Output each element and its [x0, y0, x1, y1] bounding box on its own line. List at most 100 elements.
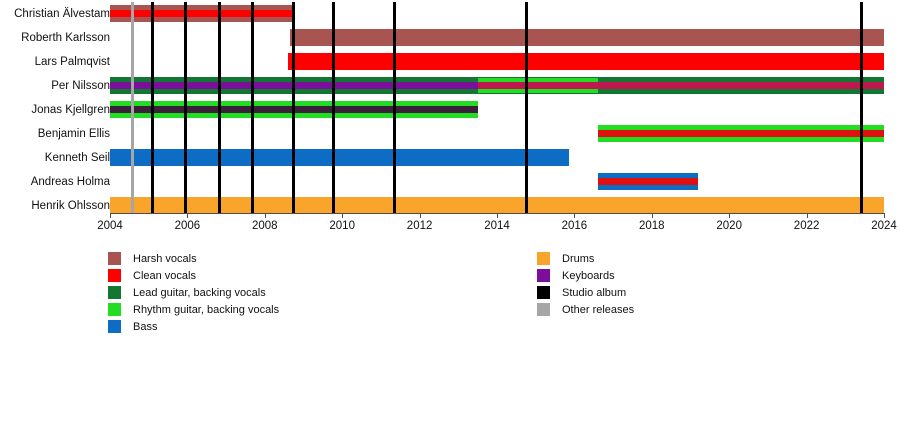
color-swatch-icon: [108, 320, 121, 333]
legend-item: Harsh vocals: [108, 250, 279, 267]
legend-label: Lead guitar, backing vocals: [133, 286, 266, 299]
tenure-segment-clean-vocals: [110, 10, 294, 17]
timeline-row: Kenneth Seil: [0, 146, 900, 170]
tenure-segment-harsh-vocals: [289, 29, 884, 46]
legend-item: Studio album: [537, 284, 634, 301]
member-name-label: Lars Palmqvist: [34, 56, 110, 68]
legend-label: Rhythm guitar, backing vocals: [133, 303, 280, 316]
timeline-plot-area: Christian Älvestam Roberth Karlsson Lars P…: [0, 2, 900, 232]
member-track: [110, 50, 884, 74]
legend-item: Rhythm guitar, backing vocals: [108, 301, 279, 318]
member-name-label: Per Nilsson: [51, 80, 110, 92]
legend-label: Bass: [133, 320, 158, 333]
member-track: [110, 146, 884, 170]
color-swatch-icon: [537, 303, 550, 316]
tenure-segment-clean-vocals: [288, 53, 884, 70]
tenure-segment-clean-vocals: [597, 178, 699, 185]
color-swatch-icon: [108, 252, 121, 265]
studio-album-marker: [291, 2, 295, 213]
studio-album-marker: [859, 2, 863, 213]
member-name-label: Jonas Kjellgren: [31, 104, 110, 116]
x-tick: [187, 213, 189, 218]
x-tick: [574, 213, 576, 218]
studio-album-marker: [150, 2, 154, 213]
x-tick: [884, 213, 885, 218]
legend-item: Clean vocals: [108, 267, 279, 284]
legend-column-right: Drums Keyboards Studio album Other releases: [537, 250, 634, 318]
legend-label: Drums: [562, 252, 595, 265]
x-tick-label: 2020: [716, 220, 742, 232]
x-tick: [806, 213, 808, 218]
timeline-row: Lars Palmqvist: [0, 50, 900, 74]
x-tick-label: 2012: [406, 220, 433, 232]
color-swatch-icon: [537, 269, 550, 282]
studio-album-marker: [525, 2, 529, 213]
color-swatch-icon: [108, 303, 121, 316]
member-track: [110, 170, 884, 194]
legend-item: Other releases: [537, 301, 634, 318]
x-tick-label: 2016: [561, 220, 588, 232]
x-tick: [419, 213, 421, 218]
other-release-marker: [130, 2, 134, 213]
timeline-row: Christian Älvestam: [0, 2, 900, 26]
x-tick: [729, 213, 731, 218]
x-tick-label: 2008: [252, 220, 278, 232]
studio-album-marker: [251, 2, 255, 213]
member-track: [110, 26, 884, 50]
legend-item: Keyboards: [537, 267, 634, 284]
timeline-row: Jonas Kjellgren: [0, 98, 900, 122]
color-swatch-icon: [108, 269, 121, 282]
tenure-segment-harsh-vocals: [477, 82, 598, 89]
timeline-row: Andreas Holma: [0, 170, 900, 194]
studio-album-marker: [218, 2, 222, 213]
x-tick: [264, 213, 266, 218]
member-track: [110, 194, 884, 218]
legend-label: Other releases: [562, 303, 635, 316]
legend-label: Harsh vocals: [133, 252, 197, 265]
member-track: [110, 2, 884, 26]
tenure-segment-clean-vocals: [597, 130, 884, 137]
timeline-row: Roberth Karlsson: [0, 26, 900, 50]
x-tick-label: 2010: [329, 220, 355, 232]
x-tick: [651, 213, 653, 218]
x-tick-label: 2022: [793, 220, 820, 232]
member-name-label: Roberth Karlsson: [21, 32, 110, 44]
legend-item: Drums: [537, 250, 634, 267]
member-name-label: Benjamin Ellis: [37, 128, 110, 140]
x-tick: [497, 213, 498, 218]
studio-album-marker: [393, 2, 397, 213]
studio-album-marker: [331, 2, 335, 213]
x-tick-label: 2006: [174, 220, 201, 232]
legend-label: Clean vocals: [133, 269, 196, 282]
member-name-label: Henrik Ohlsson: [31, 200, 110, 212]
x-tick: [110, 213, 111, 218]
x-tick-label: 2018: [639, 220, 665, 232]
timeline-row: Benjamin Ellis: [0, 122, 900, 146]
timeline-row: Per Nilsson: [0, 74, 900, 98]
legend-item: Lead guitar, backing vocals: [108, 284, 279, 301]
tenure-segment-bass: [110, 149, 569, 166]
legend-item: Bass: [108, 318, 279, 335]
x-tick-label: 2024: [871, 220, 897, 232]
color-swatch-icon: [108, 286, 121, 299]
member-track: [110, 122, 884, 146]
legend-column-left: Harsh vocals Clean vocals Lead guitar, bac…: [108, 250, 279, 335]
chart-legend: Harsh vocals Clean vocals Lead guitar, bac…: [0, 250, 900, 333]
member-track: [110, 74, 884, 98]
tenure-segment-drums: [110, 197, 884, 214]
x-tick-label: 2004: [97, 220, 123, 232]
member-name-label: Kenneth Seil: [44, 152, 110, 164]
timeline-row: Henrik Ohlsson: [0, 194, 900, 218]
color-swatch-icon: [537, 252, 550, 265]
tenure-segment-harsh-vocals: [597, 82, 884, 89]
legend-label: Keyboards: [562, 269, 615, 282]
member-name-label: Christian Älvestam: [14, 8, 110, 20]
member-track: [110, 98, 884, 122]
studio-album-marker: [184, 2, 188, 213]
legend-label: Studio album: [562, 286, 627, 299]
color-swatch-icon: [537, 286, 550, 299]
member-name-label: Andreas Holma: [30, 176, 110, 188]
x-tick: [342, 213, 344, 218]
x-tick-label: 2014: [484, 220, 510, 232]
